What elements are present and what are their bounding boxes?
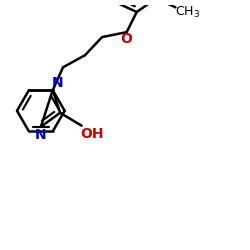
Text: OH: OH bbox=[80, 127, 103, 141]
Text: CH$_3$: CH$_3$ bbox=[175, 5, 200, 20]
Text: N: N bbox=[35, 128, 47, 142]
Text: O: O bbox=[121, 32, 132, 46]
Text: N: N bbox=[52, 76, 64, 90]
